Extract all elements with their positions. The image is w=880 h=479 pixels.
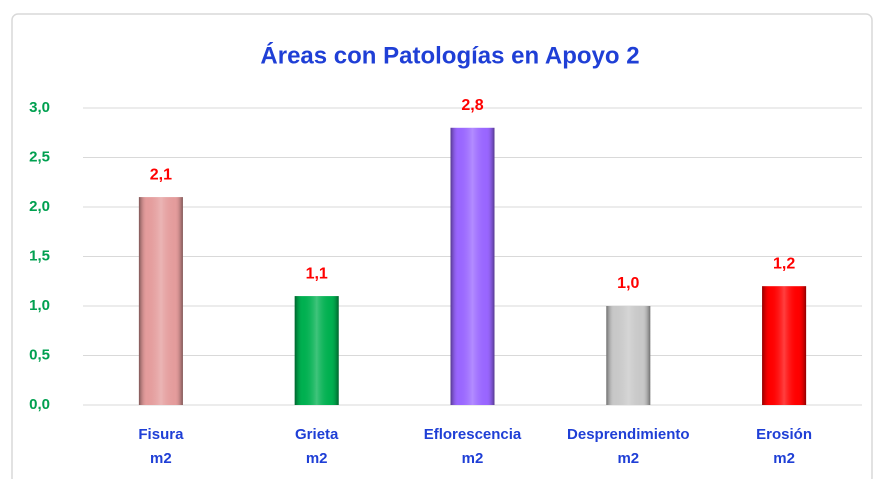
value-label: 1,2: [773, 255, 795, 272]
value-label: 1,1: [306, 265, 328, 282]
y-tick-label: 1,5: [29, 247, 50, 264]
y-tick-label: 0,0: [29, 396, 50, 413]
x-tick-label: Erosión m2: [756, 426, 812, 467]
bar: [762, 286, 807, 405]
x-tick-line: m2: [462, 450, 484, 467]
x-tick-line: Desprendimiento: [567, 426, 690, 443]
x-tick-label: Fisura m2: [138, 426, 184, 467]
x-tick-label: Desprendimiento m2: [567, 426, 690, 467]
x-tick-line: m2: [617, 450, 639, 467]
y-tick-label: 3,0: [29, 99, 50, 116]
bar: [606, 306, 651, 405]
value-label: 1,0: [617, 275, 639, 292]
x-tick-line: Eflorescencia: [424, 426, 522, 443]
bar: [450, 127, 495, 406]
value-label: 2,1: [150, 166, 172, 183]
x-tick-line: m2: [773, 450, 795, 467]
y-tick-label: 2,0: [29, 198, 50, 215]
x-tick-line: Erosión: [756, 426, 812, 443]
x-tick-line: m2: [306, 450, 328, 467]
x-tick-line: Fisura: [138, 426, 184, 443]
x-tick-line: Grieta: [295, 426, 339, 443]
bar: [294, 296, 339, 405]
x-tick-label: Eflorescencia m2: [424, 426, 522, 467]
y-tick-label: 0,5: [29, 346, 50, 363]
chart-title: Áreas con Patologías en Apoyo 2: [260, 41, 639, 69]
bar: [138, 197, 183, 405]
y-tick-label: 1,0: [29, 297, 50, 314]
y-tick-label: 2,5: [29, 148, 50, 165]
x-tick-line: m2: [150, 450, 172, 467]
x-tick-label: Grieta m2: [295, 426, 339, 467]
chart-frame: [11, 13, 873, 479]
value-label: 2,8: [461, 97, 483, 114]
